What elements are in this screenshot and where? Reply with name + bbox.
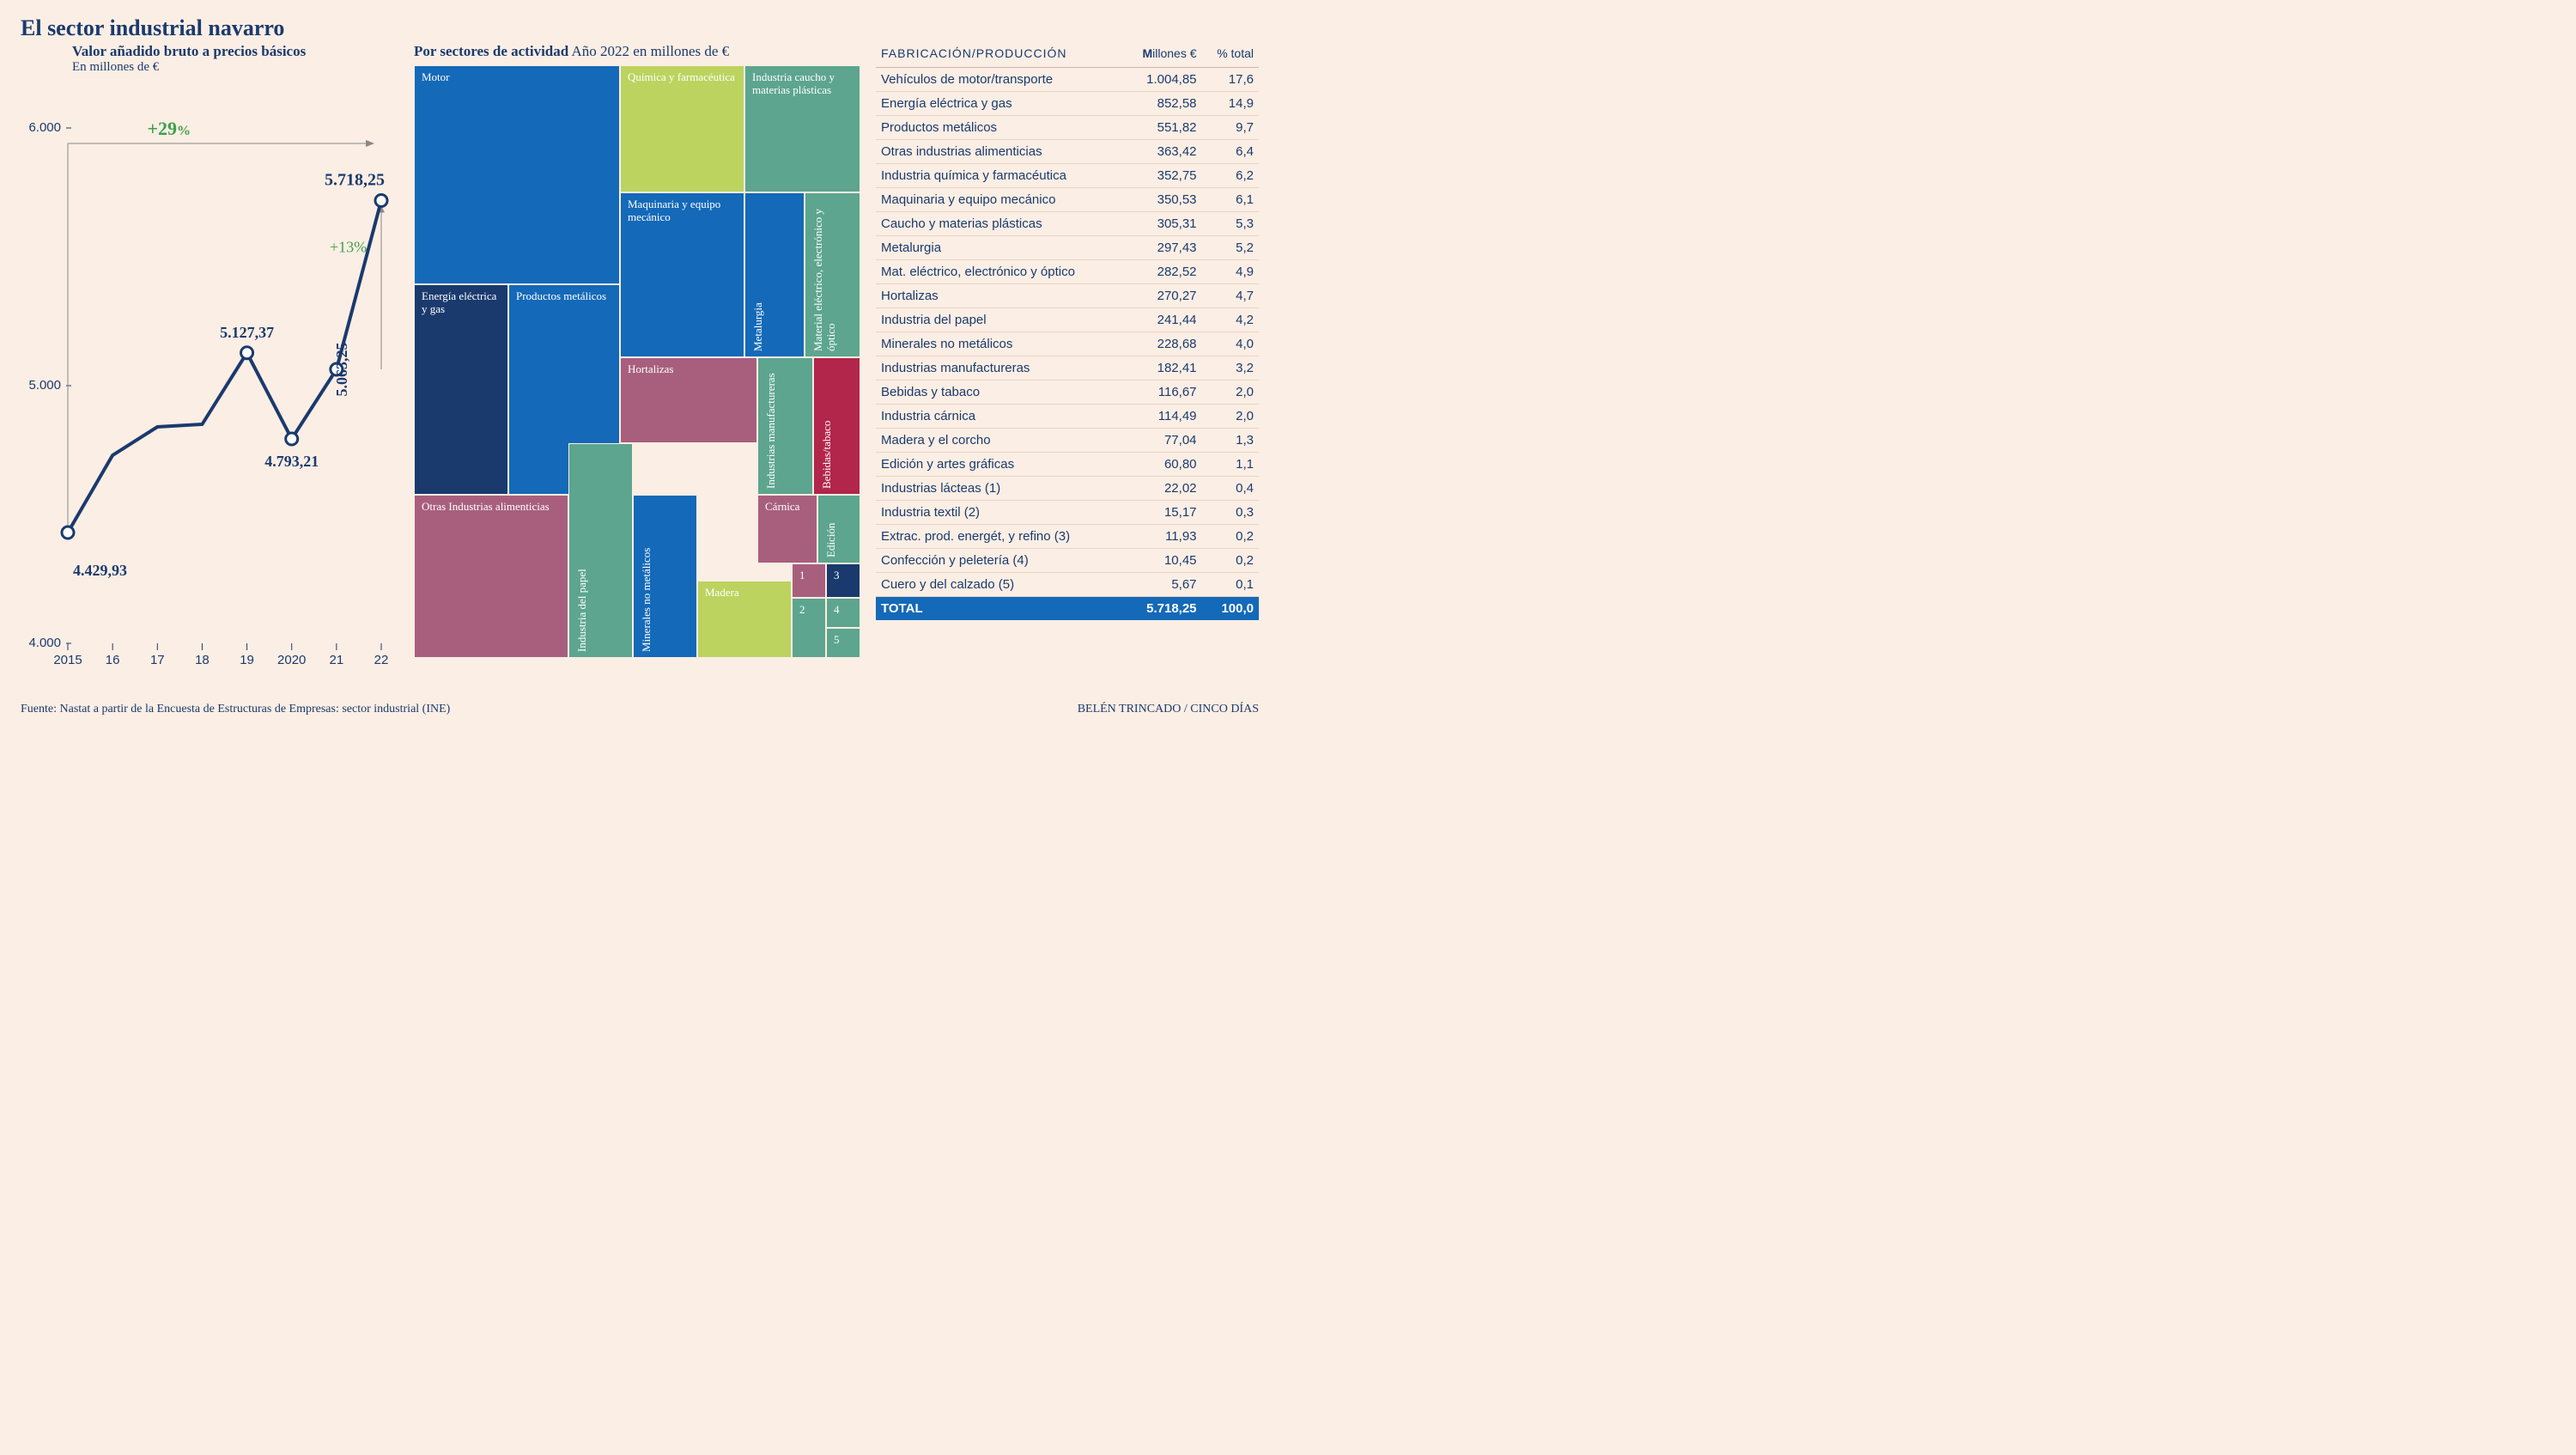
svg-text:5.000: 5.000 [28, 378, 61, 393]
page-title: El sector industrial navarro [21, 15, 1259, 41]
treemap-cell: 4 [826, 598, 860, 628]
svg-text:+29%: +29% [148, 118, 191, 139]
table-row: Madera y el corcho77,041,3 [876, 429, 1259, 453]
treemap-cell: Minerales no metálicos [633, 495, 697, 658]
table-row: Industria del papel241,444,2 [876, 308, 1259, 332]
svg-text:4.429,93: 4.429,93 [73, 562, 127, 579]
table-total-row: TOTAL5.718,25100,0 [876, 597, 1259, 621]
table-row: Edición y artes gráficas60,801,1 [876, 453, 1259, 477]
treemap-cell: Edición [817, 495, 860, 563]
treemap-cell: 1 [792, 563, 826, 598]
table-row: Industria cárnica114,492,0 [876, 405, 1259, 429]
svg-text:5.127,37: 5.127,37 [220, 324, 274, 341]
table-row: Bebidas y tabaco116,672,0 [876, 380, 1259, 405]
svg-text:18: 18 [195, 653, 210, 667]
treemap-cell: Cárnica [757, 495, 817, 563]
svg-text:22: 22 [374, 653, 389, 667]
svg-text:2015: 2015 [53, 653, 82, 667]
svg-text:5.718,25: 5.718,25 [325, 171, 385, 190]
table-row: Mat. eléctrico, electrónico y óptico282,… [876, 260, 1259, 284]
table-row: Hortalizas270,274,7 [876, 284, 1259, 308]
treemap-title: Por sectores de actividad Año 2022 en mi… [414, 43, 860, 60]
linechart-unit: En millones de € [72, 60, 398, 75]
treemap-cell: Hortalizas [620, 357, 757, 443]
svg-text:4.793,21: 4.793,21 [264, 453, 319, 470]
table-header-pct: % total [1202, 43, 1259, 68]
treemap-cell: Metalurgia [744, 192, 805, 357]
svg-text:6.000: 6.000 [28, 120, 61, 135]
table-header-value: Millones € [1124, 43, 1202, 68]
table-row: Vehículos de motor/transporte1.004,8517,… [876, 68, 1259, 92]
treemap-cell: Madera [697, 581, 792, 658]
svg-text:4.000: 4.000 [28, 636, 61, 650]
linechart-svg: 4.000 5.000 6.000 2015 16 17 18 19 2020 21 22 4.429… [21, 76, 398, 678]
table-row: Extrac. prod. energét, y refino (3)11,93… [876, 525, 1259, 549]
treemap-cell: Industria del papel [568, 443, 633, 658]
treemap-cell: Material eléctrico, electrónico y óptico [805, 192, 860, 357]
treemap-cell: Energía eléctrica y gas [414, 284, 508, 495]
table-row: Minerales no metálicos228,684,0 [876, 332, 1259, 356]
treemap-cell: 3 [826, 563, 860, 598]
source-footnote: Fuente: Nastat a partir de la Encuesta d… [21, 703, 450, 716]
table-row: Energía eléctrica y gas852,5814,9 [876, 92, 1259, 116]
table-row: Otras industrias alimenticias363,426,4 [876, 140, 1259, 164]
treemap-cell: Industria caucho y materias plásticas [744, 65, 860, 192]
table-row: Productos metálicos551,829,7 [876, 116, 1259, 140]
table-header-category: FABRICACIÓN/PRODUCCIÓN [876, 43, 1124, 68]
svg-text:5.063,25: 5.063,25 [333, 343, 350, 397]
treemap-cell: Bebidas/tabaco [813, 357, 860, 495]
treemap-cell: Motor [414, 65, 620, 284]
svg-text:16: 16 [106, 653, 120, 667]
table-row: Maquinaria y equipo mecánico350,536,1 [876, 188, 1259, 212]
treemap-cell: Química y farmacéutica [620, 65, 744, 192]
treemap-cell: Maquinaria y equipo mecánico [620, 192, 744, 357]
table-row: Caucho y materias plásticas305,315,3 [876, 212, 1259, 236]
data-table: FABRICACIÓN/PRODUCCIÓN Millones € % tota… [876, 43, 1259, 678]
svg-text:17: 17 [150, 653, 165, 667]
table-row: Metalurgia297,435,2 [876, 236, 1259, 260]
treemap-cell: Industrias manufactureras [757, 357, 813, 495]
credit: BELÉN TRINCADO / CINCO DÍAS [1078, 703, 1259, 716]
svg-text:21: 21 [330, 653, 344, 667]
svg-text:2020: 2020 [277, 653, 306, 667]
table-row: Cuero y del calzado (5)5,670,1 [876, 573, 1259, 597]
linechart: Valor añadido bruto a precios básicos En… [21, 43, 398, 678]
table-row: Industrias lácteas (1)22,020,4 [876, 477, 1259, 501]
treemap: Por sectores de actividad Año 2022 en mi… [414, 43, 860, 678]
table-row: Industria química y farmacéutica352,756,… [876, 164, 1259, 188]
treemap-cell: 5 [826, 628, 860, 658]
linechart-subtitle: Valor añadido bruto a precios básicos [72, 43, 398, 60]
svg-text:+13%: +13% [330, 239, 367, 256]
svg-text:19: 19 [240, 653, 254, 667]
table-row: Industrias manufactureras182,413,2 [876, 356, 1259, 380]
table-row: Confección y peletería (4)10,450,2 [876, 549, 1259, 573]
table-row: Industria textil (2)15,170,3 [876, 501, 1259, 525]
treemap-cell: Otras Industrias alimenticias [414, 495, 568, 658]
treemap-cell: 2 [792, 598, 826, 658]
